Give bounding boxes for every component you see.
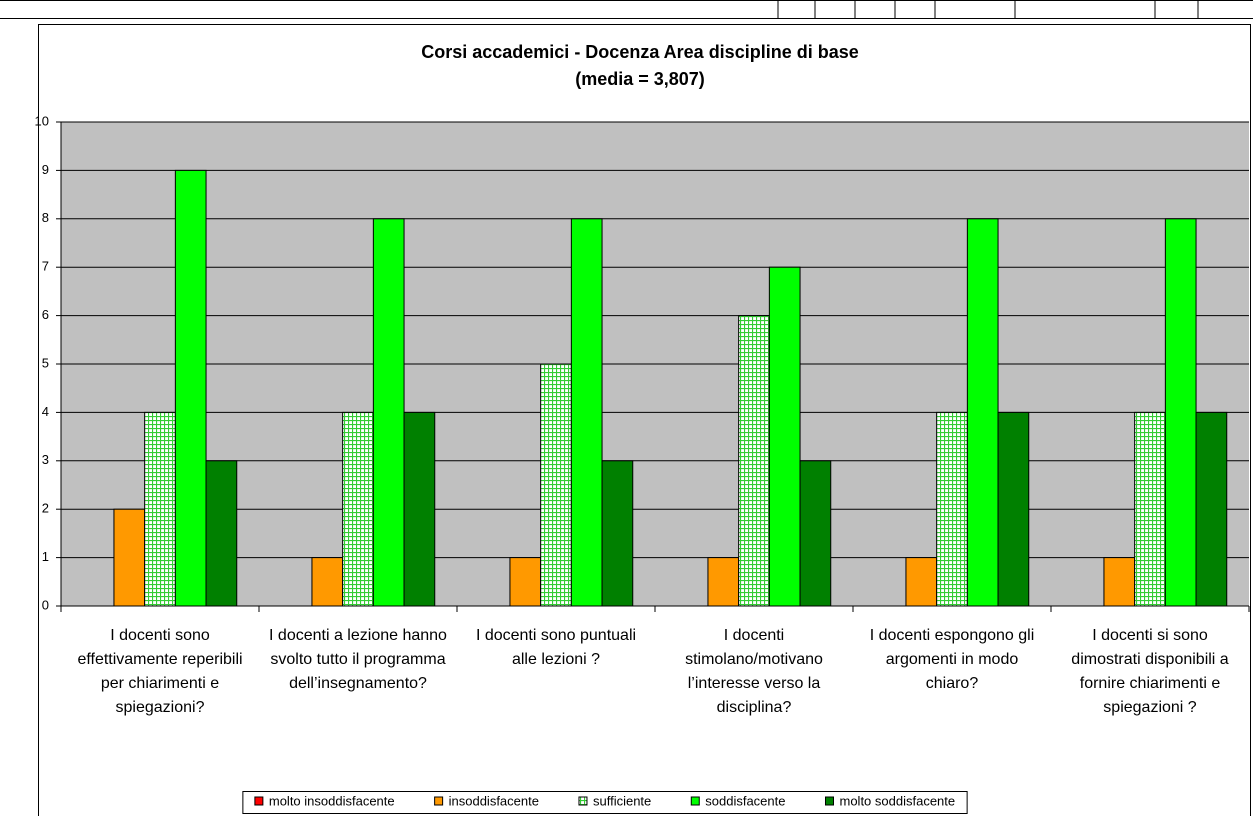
y-tick-label: 7 bbox=[42, 259, 49, 274]
x-tick-label: I docenti espongono gli argomenti in modo… bbox=[870, 627, 1035, 692]
label-line: disciplina? bbox=[717, 699, 792, 716]
label-line: dell’insegnamento? bbox=[289, 675, 427, 692]
y-tick-label: 8 bbox=[42, 210, 49, 225]
bar bbox=[570, 218, 603, 607]
x-tick-label: I docenti sono puntuali alle lezioni ? bbox=[476, 627, 636, 668]
bar bbox=[768, 266, 801, 607]
bar bbox=[205, 460, 238, 607]
legend-swatch bbox=[690, 796, 700, 806]
label-line: I docenti si sono bbox=[1092, 627, 1208, 644]
bar bbox=[372, 218, 405, 607]
y-tick-label: 3 bbox=[42, 452, 49, 467]
label-line: l’interesse verso la bbox=[688, 675, 821, 692]
label-line: svolto tutto il programma bbox=[270, 651, 445, 668]
bar bbox=[966, 218, 999, 607]
y-tick-label: 0 bbox=[42, 597, 49, 612]
x-tick-label: I docenti a lezione hanno svolto tutto il… bbox=[269, 627, 447, 692]
bar bbox=[540, 363, 572, 607]
label-line: I docenti espongono gli bbox=[870, 627, 1035, 644]
y-tick-label: 1 bbox=[42, 549, 49, 564]
bar bbox=[1195, 411, 1228, 607]
label-line: fornire chiarimenti e bbox=[1080, 675, 1221, 692]
label-line: I docenti bbox=[724, 627, 784, 644]
bar bbox=[403, 411, 436, 607]
bar bbox=[601, 460, 634, 607]
legend-label: molto insoddisfacente bbox=[269, 793, 395, 808]
legend-swatch bbox=[254, 796, 264, 806]
x-tick-label: I docenti si sono dimostrati disponibili … bbox=[1071, 627, 1229, 716]
y-tick-label: 6 bbox=[42, 307, 49, 322]
y-tick-label: 10 bbox=[35, 113, 49, 128]
bar bbox=[936, 411, 968, 607]
label-line: I docenti a lezione hanno bbox=[269, 627, 447, 644]
chart-title: Corsi accademici - Docenza Area discipli… bbox=[421, 42, 859, 62]
bar bbox=[1164, 218, 1197, 607]
x-tick-label: I docenti stimolano/motivano l’interesse v… bbox=[685, 627, 823, 716]
bar bbox=[905, 557, 938, 607]
bar bbox=[707, 557, 740, 607]
bar bbox=[738, 315, 770, 607]
label-line: dimostrati disponibili a bbox=[1071, 651, 1229, 668]
bar bbox=[311, 557, 344, 607]
label-line: I docenti sono bbox=[110, 627, 210, 644]
label-line: effettivamente reperibili bbox=[77, 651, 242, 668]
label-line: argomenti in modo bbox=[886, 651, 1019, 668]
legend-label: sufficiente bbox=[593, 793, 651, 808]
x-tick-label: I docenti sono effettivamente reperibili p… bbox=[77, 627, 242, 716]
label-line: stimolano/motivano bbox=[685, 651, 823, 668]
label-line: chiaro? bbox=[926, 675, 979, 692]
y-tick-label: 2 bbox=[42, 501, 49, 516]
legend-swatch bbox=[578, 796, 588, 806]
y-tick-label: 5 bbox=[42, 355, 49, 370]
legend-label: insoddisfacente bbox=[449, 793, 539, 808]
legend-swatch bbox=[825, 796, 834, 806]
bar bbox=[174, 169, 207, 607]
bar bbox=[113, 508, 146, 607]
y-tick-label: 4 bbox=[42, 404, 49, 419]
bar bbox=[509, 557, 542, 607]
legend-label: soddisfacente bbox=[705, 793, 785, 808]
label-line: spiegazioni? bbox=[116, 699, 205, 716]
legend: molto insoddisfacente insoddisfacente suff… bbox=[242, 791, 968, 814]
label-line: spiegazioni ? bbox=[1103, 699, 1197, 716]
bar bbox=[342, 411, 374, 607]
bar bbox=[1134, 411, 1166, 607]
bar bbox=[799, 460, 832, 607]
label-line: I docenti sono puntuali bbox=[476, 627, 636, 644]
legend-swatch bbox=[434, 796, 444, 806]
label-line: alle lezioni ? bbox=[512, 651, 600, 668]
header-strip bbox=[0, 0, 1253, 19]
legend-label: molto soddisfacente bbox=[840, 793, 956, 808]
y-tick-label: 9 bbox=[42, 162, 49, 177]
bar bbox=[997, 411, 1030, 607]
bar bbox=[1103, 557, 1136, 607]
bar bbox=[144, 411, 176, 607]
chart-subtitle: (media = 3,807) bbox=[575, 69, 705, 89]
legend-box bbox=[242, 791, 968, 814]
label-line: per chiarimenti e bbox=[101, 675, 219, 692]
